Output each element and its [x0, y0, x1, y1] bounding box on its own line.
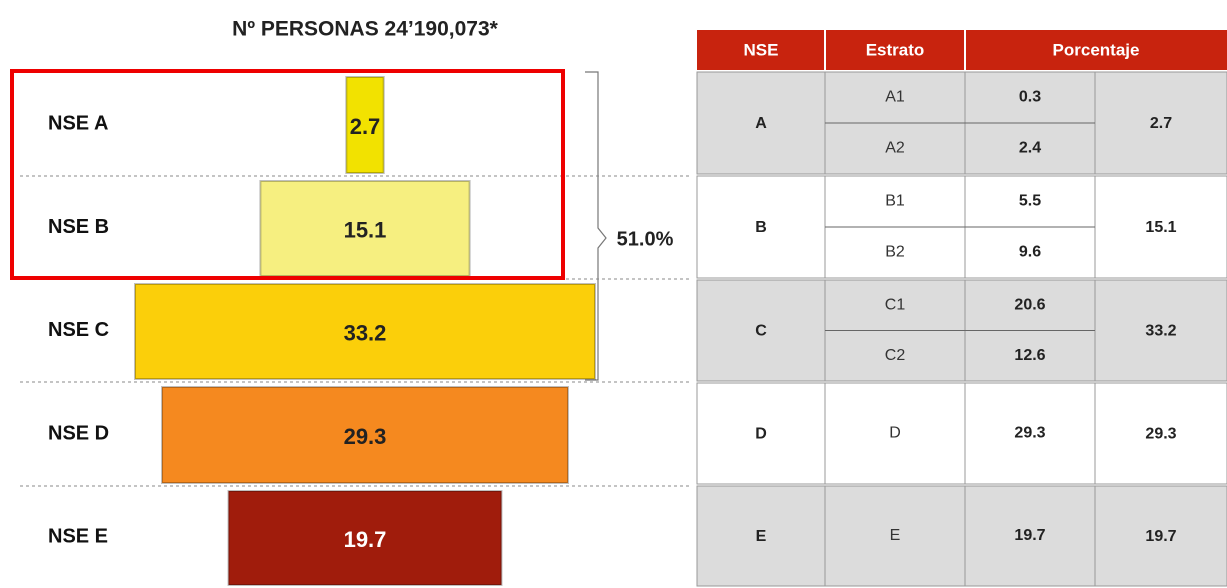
table-cell: D [889, 425, 901, 442]
table-cell: E [756, 528, 767, 545]
category-label: NSE E [48, 525, 108, 547]
table-cell: 0.3 [1019, 89, 1041, 106]
table-cell: 19.7 [1014, 527, 1045, 544]
table-header: Estrato [866, 40, 925, 59]
value-label: 2.7 [350, 114, 381, 139]
table-row-bg [696, 485, 1227, 587]
table-header-bg [697, 30, 1227, 70]
table-cell: 9.6 [1019, 244, 1041, 261]
table-cell: D [755, 426, 767, 443]
table-cell: B2 [885, 244, 905, 261]
bar [161, 386, 569, 484]
highlight-box [10, 69, 565, 280]
table-cell: 2.4 [1019, 140, 1041, 157]
category-label: NSE A [48, 112, 108, 134]
category-label: NSE C [48, 319, 109, 341]
table-cell: A [755, 115, 767, 132]
bar [345, 76, 385, 174]
category-label: NSE B [48, 216, 109, 238]
table-cell: A2 [885, 140, 905, 157]
table-cell: 19.7 [1145, 528, 1176, 545]
table-cell: 29.3 [1145, 426, 1176, 443]
bracket [585, 71, 607, 381]
table-cell: C2 [885, 347, 906, 364]
table-cell: E [890, 527, 901, 544]
value-label: 19.7 [344, 527, 387, 552]
table-cell: 5.5 [1019, 193, 1041, 210]
table-cell: 12.6 [1014, 347, 1045, 364]
bar [259, 180, 471, 277]
table-cell: A1 [885, 89, 905, 106]
value-label: 33.2 [344, 320, 387, 345]
table-row-bg [696, 382, 1227, 485]
table-cell: C [755, 323, 767, 340]
table-cell: 20.6 [1014, 296, 1045, 313]
bar [227, 490, 503, 586]
table-cell: B1 [885, 193, 905, 210]
table-cell: 15.1 [1145, 219, 1176, 236]
bracket-label: 51.0% [617, 228, 674, 250]
chart-title: Nº PERSONAS 24’190,073* [232, 18, 498, 41]
category-label: NSE D [48, 422, 109, 444]
table-cell: B [755, 219, 767, 236]
table-cell: 33.2 [1145, 323, 1176, 340]
table-header: NSE [744, 40, 779, 59]
table-cell: 29.3 [1014, 425, 1045, 442]
table-cell: 2.7 [1150, 115, 1172, 132]
value-label: 15.1 [344, 217, 387, 242]
table-header: Porcentaje [1053, 40, 1140, 59]
bar [134, 283, 596, 380]
table-cell: C1 [885, 296, 906, 313]
value-label: 29.3 [344, 424, 387, 449]
